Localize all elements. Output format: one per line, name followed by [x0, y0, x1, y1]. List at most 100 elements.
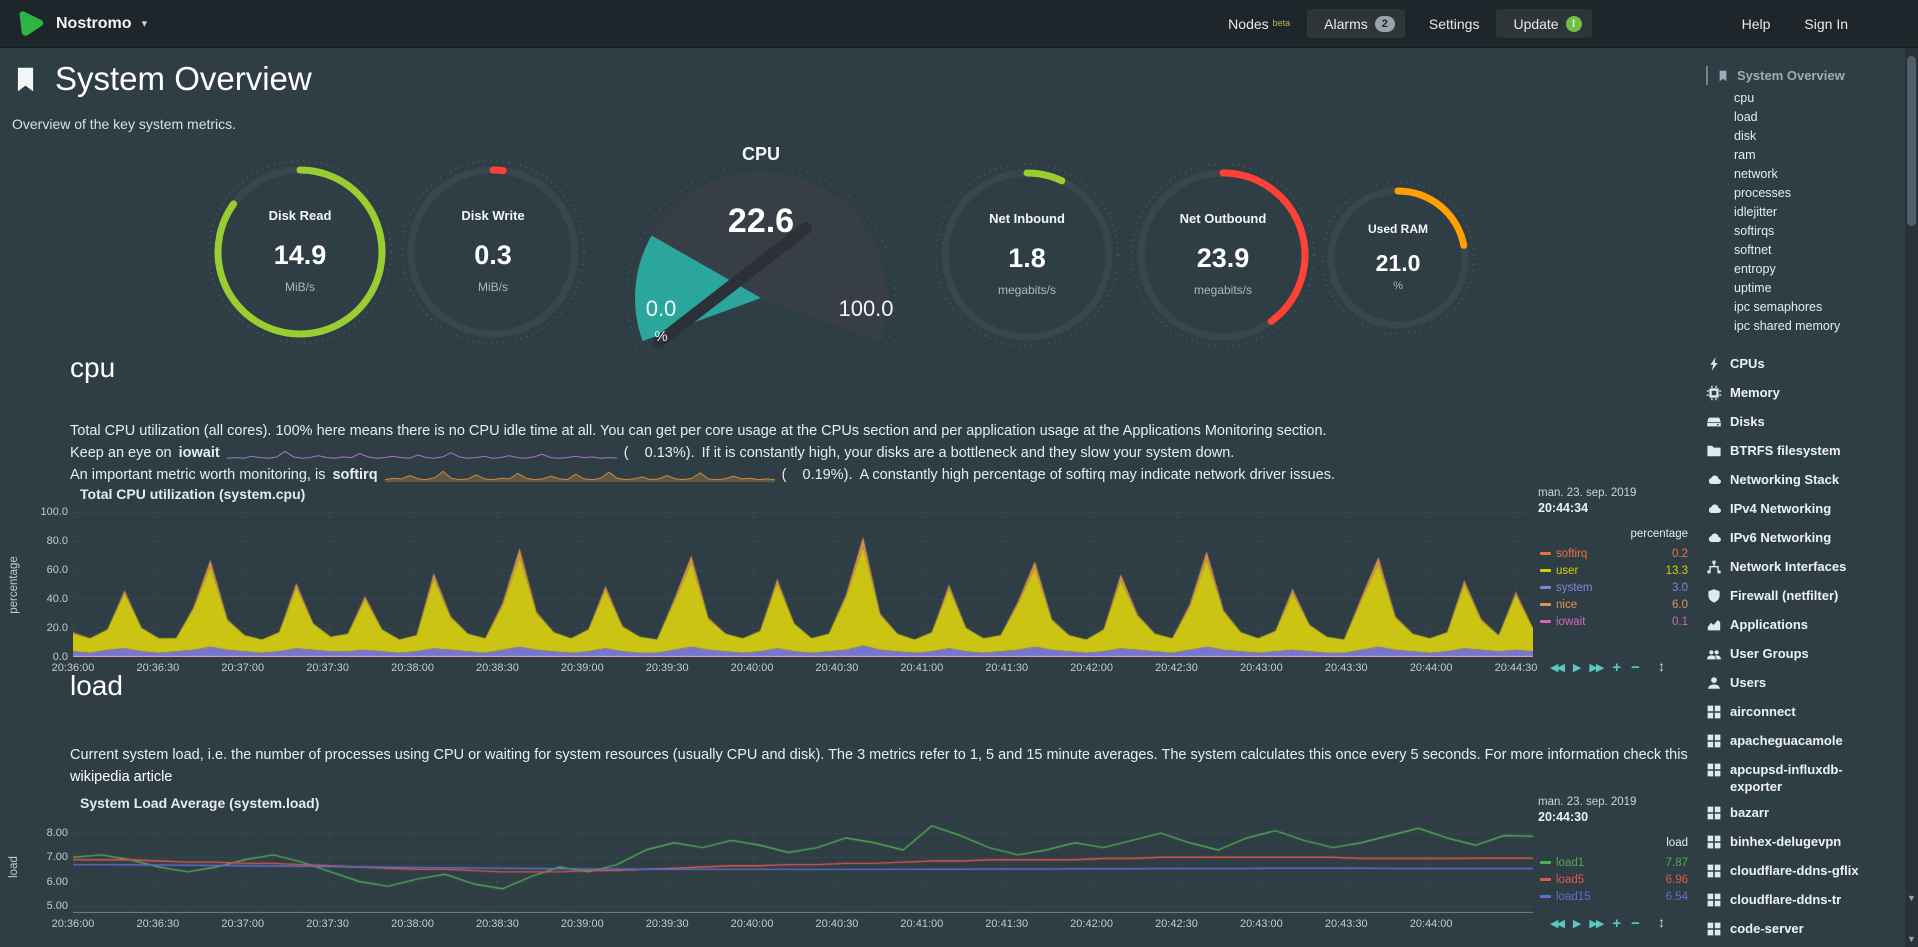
- chart-title: System Load Average (system.load): [80, 795, 320, 811]
- scrollbar[interactable]: ▼ ▼: [1905, 0, 1918, 947]
- gauge-disk-write[interactable]: Disk Write 0.3 MiB/s: [393, 152, 593, 352]
- legend-swatch: [1540, 603, 1551, 606]
- topbar-help-button[interactable]: ?Help: [1725, 9, 1781, 43]
- gauge-net-inbound[interactable]: Net Inbound 1.8 megabits/s: [927, 155, 1127, 355]
- chart-toolbox-pan-backward-icon[interactable]: ◀◀: [1550, 918, 1565, 930]
- chart-resize-handle[interactable]: ↕: [1658, 914, 1665, 930]
- gauge-net-outbound[interactable]: Net Outbound 23.9 megabits/s: [1123, 155, 1323, 355]
- topbar-twitter-icon-button[interactable]: [1620, 9, 1642, 42]
- topbar-settings-button[interactable]: Settings: [1412, 9, 1490, 44]
- legend-row-iowait[interactable]: iowait 0.1: [1540, 613, 1688, 630]
- cpu-description: Total CPU utilization (all cores). 100% …: [70, 420, 1710, 486]
- softirq-sparkline[interactable]: [384, 469, 775, 482]
- gauge-disk-read[interactable]: Disk Read 14.9 MiB/s: [200, 152, 400, 352]
- scroll-down-icon[interactable]: ▼: [1907, 893, 1916, 903]
- topbar-nodes-button[interactable]: Nodes beta: [1211, 9, 1300, 41]
- wikipedia-link[interactable]: wikipedia article: [70, 769, 173, 785]
- chart-toolbox-zoom-out-icon[interactable]: −: [1631, 659, 1640, 676]
- legend-row-nice[interactable]: nice 6.0: [1540, 596, 1688, 613]
- sidebar-subitem-cpu[interactable]: cpu: [1734, 91, 1755, 105]
- sidebar-item-system-overview[interactable]: System Overview: [1706, 66, 1892, 85]
- sidebar-subitem-idlejitter[interactable]: idlejitter: [1734, 205, 1778, 219]
- chart-toolbox-play-icon[interactable]: ▶: [1572, 918, 1582, 930]
- legend-row-load5[interactable]: load5 6.96: [1540, 871, 1688, 888]
- chart-toolbox-zoom-out-icon[interactable]: −: [1631, 915, 1640, 932]
- chart-resize-handle[interactable]: ↕: [1658, 658, 1665, 674]
- sidebar-subitem-processes[interactable]: processes: [1734, 186, 1791, 200]
- topbar-github-icon-button[interactable]: [1599, 9, 1621, 43]
- sidebar-item-ipv6-networking[interactable]: IPv6 Networking: [1706, 524, 1892, 553]
- node-selector[interactable]: Nostromo ▾: [16, 9, 147, 39]
- sidebar: System Overview cpu load disk ram network pro…: [1706, 66, 1892, 947]
- sidebar-item-code-server[interactable]: code-server: [1706, 915, 1892, 944]
- sidebar-item-airconnect[interactable]: airconnect: [1706, 698, 1892, 727]
- iowait-sparkline[interactable]: [226, 447, 617, 460]
- sidebar-subitem-disk[interactable]: disk: [1734, 129, 1757, 143]
- sidebar-item-apacheguacamole[interactable]: apacheguacamole: [1706, 727, 1892, 756]
- chart-toolbox-play-icon[interactable]: ▶: [1572, 662, 1582, 674]
- sidebar-item-users[interactable]: Users: [1706, 669, 1892, 698]
- sidebar-item-ipv4-networking[interactable]: IPv4 Networking: [1706, 495, 1892, 524]
- legend-row-softirq[interactable]: softirq 0.2: [1540, 545, 1688, 562]
- x-tick-label: 20:42:00: [1070, 662, 1114, 674]
- sidebar-subitem-network[interactable]: network: [1734, 167, 1778, 181]
- chart-toolbox-zoom-in-icon[interactable]: +: [1612, 659, 1622, 676]
- sidebar-item-networking-stack[interactable]: Networking Stack: [1706, 466, 1892, 495]
- sidebar-item-cpus[interactable]: CPUs: [1706, 350, 1892, 379]
- cpu-chart-canvas[interactable]: [73, 512, 1533, 657]
- topbar-alarms-button[interactable]: Alarms 2: [1307, 9, 1405, 42]
- load-chart-canvas[interactable]: [73, 821, 1533, 913]
- topbar-download-icon-button[interactable]: [1662, 9, 1683, 42]
- sidebar-subitem-ipc-shared-memory[interactable]: ipc shared memory: [1734, 319, 1841, 333]
- sidebar-subitem-uptime[interactable]: uptime: [1734, 281, 1772, 295]
- chart-timestamp: man. 23. sep. 2019 20:44:30: [1538, 796, 1637, 824]
- legend-row-load1[interactable]: load1 7.87: [1540, 854, 1688, 871]
- gauge-used-ram[interactable]: Used RAM 21.0 %: [1298, 158, 1498, 358]
- chart-toolbox-zoom-in-icon[interactable]: +: [1612, 915, 1622, 932]
- topbar-update-button[interactable]: Update!: [1496, 9, 1592, 41]
- sidebar-item-bazarr[interactable]: bazarr: [1706, 799, 1892, 828]
- sidebar-subitem-ipc-semaphores[interactable]: ipc semaphores: [1734, 300, 1823, 314]
- topbar-facebook-icon-button[interactable]: [1641, 9, 1660, 43]
- scrollbar-thumb[interactable]: [1907, 56, 1916, 226]
- sidebar-item-firewall-netfilter-[interactable]: Firewall (netfilter): [1706, 582, 1892, 611]
- topbar-signin-button[interactable]: Sign In: [1787, 9, 1858, 43]
- sidebar-item-binhex-delugevpn[interactable]: binhex-delugevpn: [1706, 828, 1892, 857]
- section-heading-cpu[interactable]: cpu: [70, 352, 116, 383]
- update-badge: !: [1565, 15, 1582, 32]
- sidebar-item-btrfs-filesystem[interactable]: BTRFS filesystem: [1706, 437, 1892, 466]
- sidebar-item-cloudflare-ddns-gflix[interactable]: cloudflare-ddns-gflix: [1706, 857, 1892, 886]
- sidebar-item-network-interfaces[interactable]: Network Interfaces: [1706, 553, 1892, 582]
- sidebar-subitem-load[interactable]: load: [1734, 110, 1758, 124]
- topbar-print-icon-button[interactable]: [1704, 9, 1726, 42]
- sidebar-item-apcupsd-influxdb-exporter[interactable]: apcupsd-influxdb-exporter: [1706, 756, 1892, 799]
- topbar-upload-icon-button[interactable]: [1683, 9, 1704, 42]
- sidebar-item-cloudflare-ddns-tr[interactable]: cloudflare-ddns-tr: [1706, 886, 1892, 915]
- sidebar-item-applications[interactable]: Applications: [1706, 611, 1892, 640]
- chart-toolbox-pan-forward-icon[interactable]: ▶▶: [1589, 662, 1604, 674]
- scrollbar-down-arrow[interactable]: ▼: [1907, 934, 1916, 944]
- sidebar-subitem-ram[interactable]: ram: [1734, 148, 1756, 162]
- x-tick-label: 20:38:30: [475, 662, 519, 674]
- load-chart: System Load Average (system.load) man. 2…: [0, 795, 1918, 947]
- legend-swatch: [1540, 552, 1551, 555]
- x-tick-label: 20:42:00: [1070, 918, 1114, 930]
- legend-row-user[interactable]: user 13.3: [1540, 562, 1688, 579]
- sidebar-subitem-softirqs[interactable]: softirqs: [1734, 224, 1775, 238]
- x-tick-label: 20:42:30: [1155, 918, 1198, 930]
- sidebar-item-memory[interactable]: Memory: [1706, 379, 1892, 408]
- legend-row-load15[interactable]: load15 6.54: [1540, 888, 1688, 905]
- y-axis-labels: 8.00 7.00 6.00 5.00: [20, 821, 68, 913]
- chart-toolbox-pan-forward-icon[interactable]: ▶▶: [1589, 918, 1604, 930]
- gauge-value: 1.8: [1008, 243, 1046, 273]
- y-tick-label: 0.0: [52, 651, 68, 663]
- sidebar-subitem-entropy[interactable]: entropy: [1734, 262, 1776, 276]
- chart-toolbox-pan-backward-icon[interactable]: ◀◀: [1550, 662, 1565, 674]
- section-heading-load[interactable]: load: [70, 670, 123, 701]
- cpu-desc-line3: An important metric worth monitoring, is…: [70, 467, 1336, 483]
- sidebar-item-disks[interactable]: Disks: [1706, 408, 1892, 437]
- legend-row-system[interactable]: system 3.0: [1540, 579, 1688, 596]
- gauge-cpu[interactable]: CPU 22.6 0.0 100.0 %: [601, 140, 921, 355]
- sidebar-subitem-softnet[interactable]: softnet: [1734, 243, 1772, 257]
- sidebar-item-user-groups[interactable]: User Groups: [1706, 640, 1892, 669]
